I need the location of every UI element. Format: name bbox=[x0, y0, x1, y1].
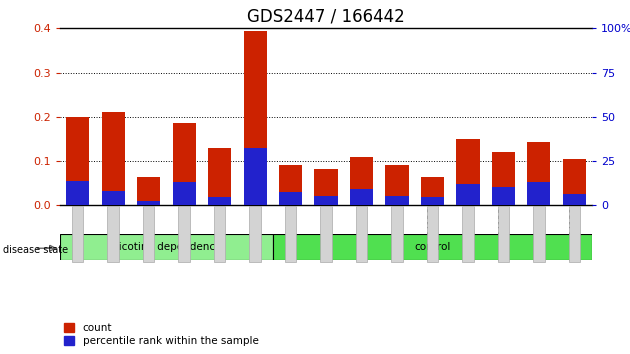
Bar bbox=[563, 194, 586, 205]
Bar bbox=[421, 177, 444, 205]
Bar bbox=[137, 201, 160, 205]
Bar bbox=[101, 113, 125, 205]
Bar bbox=[101, 191, 125, 205]
Bar bbox=[457, 139, 479, 205]
Bar bbox=[244, 148, 266, 205]
Bar bbox=[279, 192, 302, 205]
Text: control: control bbox=[415, 242, 450, 252]
Bar bbox=[208, 148, 231, 205]
Bar bbox=[492, 152, 515, 205]
Bar bbox=[66, 117, 89, 205]
Bar bbox=[563, 159, 586, 205]
Bar bbox=[457, 184, 479, 205]
Bar bbox=[421, 198, 444, 205]
Bar bbox=[314, 195, 338, 205]
Bar bbox=[273, 234, 592, 260]
Bar bbox=[492, 187, 515, 205]
Bar bbox=[66, 181, 89, 205]
Bar bbox=[350, 156, 373, 205]
Bar bbox=[527, 182, 551, 205]
Text: nicotine dependence: nicotine dependence bbox=[112, 242, 221, 252]
Bar bbox=[314, 169, 338, 205]
Bar bbox=[350, 188, 373, 205]
Bar bbox=[386, 196, 408, 205]
Bar bbox=[173, 124, 195, 205]
Bar bbox=[60, 234, 273, 260]
Bar bbox=[173, 182, 195, 205]
Bar bbox=[208, 198, 231, 205]
Legend: count, percentile rank within the sample: count, percentile rank within the sample bbox=[60, 319, 263, 350]
Bar bbox=[244, 30, 266, 205]
Text: disease state: disease state bbox=[3, 245, 68, 255]
Title: GDS2447 / 166442: GDS2447 / 166442 bbox=[247, 7, 405, 25]
Bar bbox=[386, 165, 408, 205]
Bar bbox=[137, 177, 160, 205]
Bar bbox=[527, 142, 551, 205]
Bar bbox=[279, 166, 302, 205]
